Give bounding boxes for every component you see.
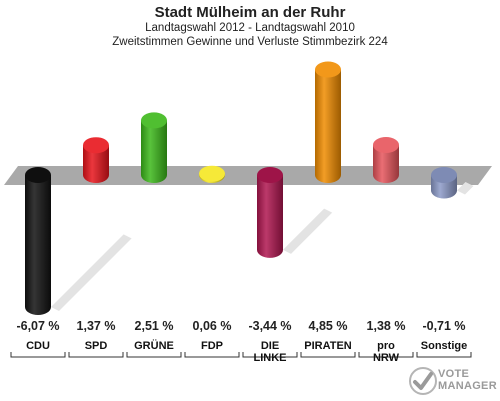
bar-cdu — [25, 167, 51, 316]
category-label: SPD — [84, 340, 108, 352]
logo-text-line2: MANAGER — [438, 380, 497, 392]
bar-shadow — [51, 234, 132, 312]
bar-piraten — [315, 61, 341, 183]
bar-body — [257, 175, 283, 258]
bar-fdp — [199, 165, 225, 183]
bar-pro-nrw — [373, 136, 399, 183]
bar-body — [315, 69, 341, 183]
bar-body — [83, 145, 109, 183]
category-label: DIE LINKE — [253, 340, 287, 364]
bar-spd — [83, 137, 109, 183]
bar-cap — [315, 61, 341, 78]
value-label: -3,44 % — [248, 319, 292, 333]
bar-cap — [83, 137, 109, 154]
bar-die-linke — [257, 167, 283, 258]
vote-manager-logo: VOTE MANAGER — [408, 366, 497, 396]
bar-body — [373, 144, 399, 183]
category-label: GRÜNE — [134, 340, 174, 352]
chart-header: Stadt Mülheim an der Ruhr Landtagswahl 2… — [0, 0, 500, 49]
bar-body — [25, 175, 51, 316]
bar-shadow — [283, 208, 333, 254]
logo-text: VOTE MANAGER — [438, 368, 497, 392]
value-label: 2,51 % — [134, 319, 174, 333]
checkmark-icon — [409, 367, 437, 395]
value-labels: -6,07 % 1,37 % 2,51 % 0,06 % -3,44 % 4,85 % 1,… — [0, 319, 500, 337]
bar-cap — [431, 167, 457, 183]
baseline-band — [4, 166, 492, 185]
logo-text-line1: VOTE — [438, 368, 470, 380]
value-label: 1,38 % — [366, 319, 406, 333]
bar-cap — [257, 167, 283, 183]
bar-cap — [141, 112, 167, 129]
chart-subtitle-election: Landtagswahl 2012 - Landtagswahl 2010 — [145, 22, 355, 34]
bar-cap — [373, 136, 399, 153]
value-label: 1,37 % — [76, 319, 116, 333]
bar-gr-ne — [141, 112, 167, 183]
value-label: -0,71 % — [422, 319, 466, 333]
category-label: PIRATEN — [304, 340, 352, 352]
value-label: 4,85 % — [308, 319, 348, 333]
value-label: 0,06 % — [192, 319, 232, 333]
bar-shadow — [457, 181, 474, 195]
category-label: FDP — [201, 340, 223, 352]
chart-subtitle-district: Zweitstimmen Gewinne und Verluste Stimmb… — [112, 36, 388, 48]
category-label: pro NRW — [372, 340, 400, 364]
category-labels: CDU SPD GRÜNE FDP DIE LINKE PIRATEN pro NRW Sonst… — [0, 338, 500, 372]
bar-cap — [199, 165, 225, 182]
value-label: -6,07 % — [16, 319, 60, 333]
bar-sonstige — [431, 167, 457, 199]
bar-body — [141, 120, 167, 183]
category-label: Sonstige — [420, 340, 468, 352]
category-brackets — [10, 352, 472, 358]
chart-title: Stadt Mülheim an der Ruhr — [154, 4, 346, 21]
bar-cap — [25, 167, 51, 183]
category-label: CDU — [26, 340, 50, 352]
